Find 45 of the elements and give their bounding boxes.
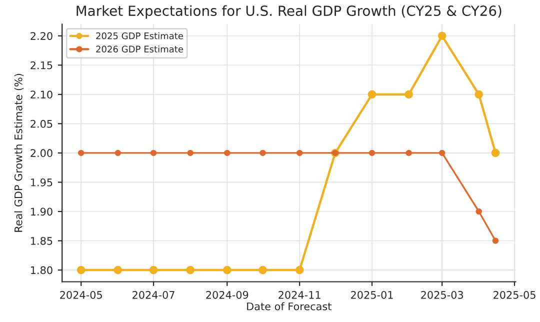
- point: [406, 150, 412, 156]
- point: [187, 150, 194, 156]
- point: [491, 148, 500, 158]
- point: [492, 238, 499, 244]
- x-axis-title: Date of Forecast: [247, 302, 332, 310]
- point: [260, 150, 266, 156]
- point: [368, 90, 376, 99]
- point: [476, 208, 482, 215]
- y-tick-label: 2.05: [30, 120, 52, 128]
- legend-label: 2026 GDP Estimate: [96, 46, 184, 53]
- point: [78, 150, 84, 156]
- y-tick-label: 2.00: [30, 149, 52, 158]
- x-tick-label: 2025-01: [351, 290, 393, 299]
- point: [295, 266, 304, 274]
- point: [186, 266, 195, 274]
- point: [224, 150, 230, 156]
- point: [76, 266, 86, 274]
- y-tick-label: 2.15: [30, 61, 52, 70]
- point: [368, 150, 376, 156]
- point: [114, 150, 122, 156]
- y-tick-label: 1.95: [31, 178, 52, 186]
- y-tick-label: 2.20: [30, 32, 52, 40]
- point: [149, 266, 158, 274]
- y-tick-label: 2.10: [30, 90, 52, 99]
- x-tick-label: 2025-03: [421, 290, 464, 299]
- x-tick-label: 2024-05: [60, 290, 102, 299]
- point: [296, 150, 303, 156]
- y-axis-title: Real GDP Growth Estimate (%): [14, 74, 24, 232]
- point: [438, 32, 446, 40]
- point: [222, 266, 232, 274]
- point: [114, 266, 122, 274]
- point: [474, 90, 484, 99]
- point: [404, 90, 413, 99]
- x-tick-label: 2024-11: [278, 290, 320, 299]
- point: [438, 150, 446, 156]
- point: [150, 150, 157, 156]
- y-tick-label: 1.90: [31, 208, 52, 216]
- x-tick-label: 2025-05: [494, 290, 536, 299]
- legend-label: 2025 GDP Estimate: [96, 32, 184, 40]
- y-tick-label: 1.80: [31, 266, 52, 274]
- x-tick-label: 2024-07: [132, 290, 174, 299]
- point: [258, 266, 267, 274]
- y-tick-label: 1.85: [31, 236, 52, 245]
- chart-title: Market Expectations for U.S. Real GDP Growth (CY25 & CY26): [76, 5, 502, 19]
- x-tick-label: 2024-09: [206, 290, 248, 299]
